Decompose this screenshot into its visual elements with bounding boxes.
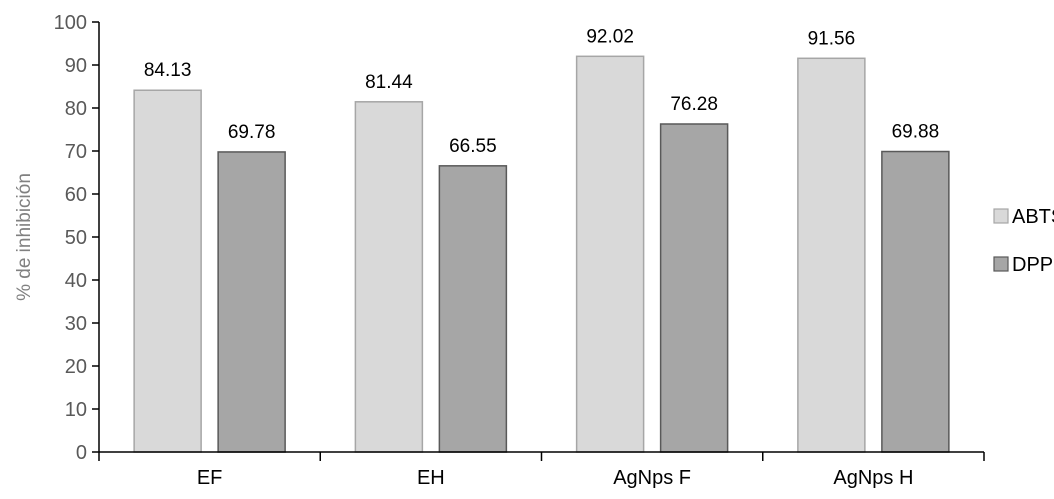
bars-layer [133,55,950,453]
bar-dpph-3 [659,123,729,453]
data-label-dpph-3: 76.28 [670,94,718,115]
data-label-dpph-1: 69.78 [228,122,276,143]
legend-swatch-abts [993,208,1009,224]
bar-dpph-4 [881,150,950,453]
axes-layer [92,21,985,461]
x-tick-label: AgNps H [833,467,913,489]
legend: ABTS DPPH [993,206,1054,276]
data-label-dpph-4: 69.88 [892,122,940,143]
legend-label-abts: ABTS [1012,206,1054,228]
bar-dpph-2 [438,165,508,453]
y-tick-label: 90 [65,55,87,77]
bar-abts-4 [797,57,866,453]
y-tick-label: 10 [65,399,87,421]
y-tick-label: 100 [54,12,87,34]
data-label-dpph-2: 66.55 [449,136,497,157]
y-tick-label: 60 [65,184,87,206]
bar-dpph-1 [217,151,286,453]
data-label-abts-4: 91.56 [808,28,856,49]
legend-label-dpph: DPPH [1012,254,1054,276]
y-tick-label: 30 [65,313,87,335]
y-tick-label: 20 [65,356,87,378]
legend-swatch-dpph [993,256,1009,272]
bar-abts-3 [575,55,645,453]
y-tick-label: 50 [65,227,87,249]
y-tick-label: 70 [65,141,87,163]
data-label-abts-3: 92.02 [586,26,634,47]
labels-layer: 84.13 69.78 EF 81.44 66.55 EH 92.02 76.28 AgNps … [54,12,940,489]
y-tick-label: 40 [65,270,87,292]
x-tick-label: EH [417,467,445,489]
x-tick-label: EF [197,467,223,489]
y-tick-label: 80 [65,98,87,120]
data-label-abts-2: 81.44 [365,72,413,93]
x-tick-label: AgNps F [613,467,691,489]
bar-abts-2 [354,101,424,453]
data-label-abts-1: 84.13 [144,60,192,81]
bar-abts-1 [133,89,202,453]
y-axis-title: % de inhibición [14,173,35,301]
y-tick-label: 0 [76,442,87,464]
